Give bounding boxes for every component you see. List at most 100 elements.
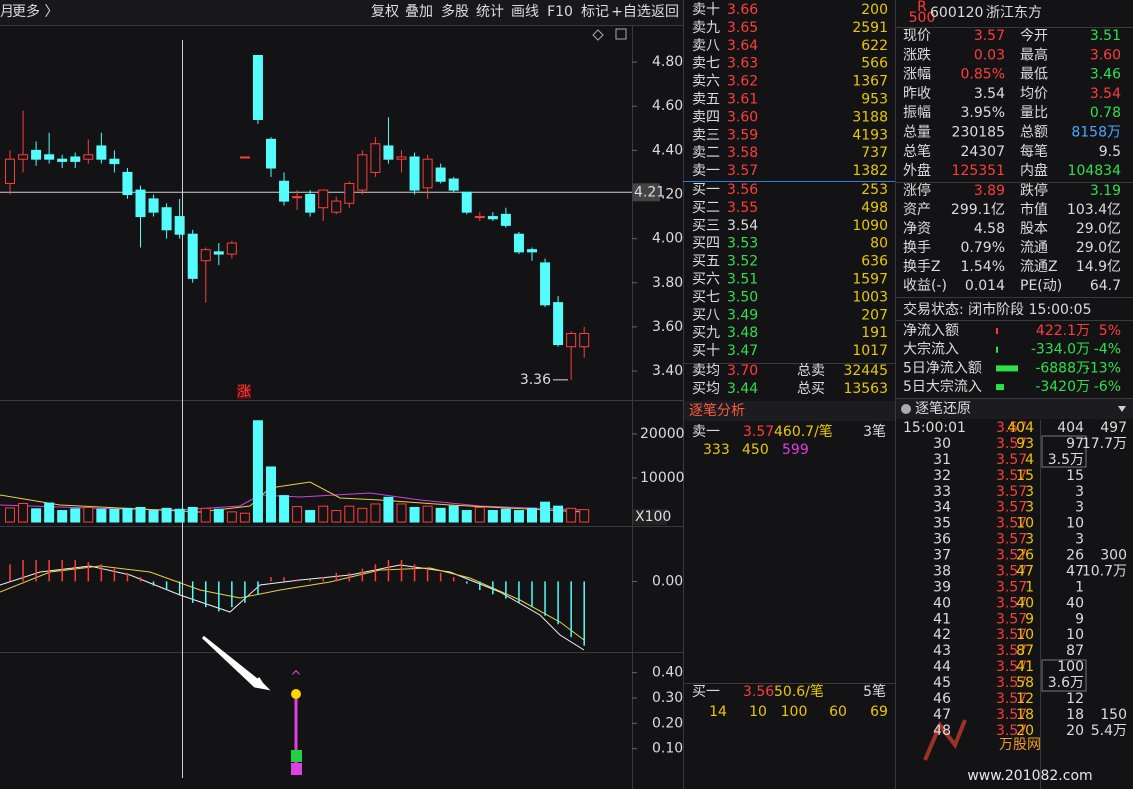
side-count: 5笔 (863, 684, 886, 700)
stat-value: 1.54% (961, 259, 1005, 275)
icon[interactable] (592, 29, 604, 41)
trade-group: 10 (1066, 516, 1084, 532)
trade-volume: 20 (1016, 723, 1034, 739)
trade-group: 3 (1075, 532, 1084, 548)
volume-bar (200, 507, 211, 523)
candle-body (396, 156, 407, 160)
order-size: 333 (703, 442, 730, 458)
level-price: 3.63 (727, 56, 758, 72)
flow-bar (996, 384, 1004, 391)
level-volume: 622 (861, 38, 888, 54)
trade-group: 15 (1066, 468, 1084, 484)
volume-bar (18, 503, 29, 523)
level-price: 3.60 (727, 109, 758, 125)
stat-label: 量比 (1020, 105, 1048, 121)
volume-bar (213, 508, 224, 523)
stat-label: 总量 (903, 125, 931, 141)
toolbar-button[interactable]: 多股 (441, 3, 469, 20)
volume-bar (318, 505, 329, 523)
level-name: 买五 (692, 254, 720, 270)
icon[interactable] (615, 28, 627, 40)
toolbar-button[interactable]: 叠加 (405, 4, 433, 20)
y-tick-label: 0.30 (652, 690, 683, 706)
level-name: 买八 (692, 307, 720, 323)
trade-volume: 87 (1016, 643, 1034, 659)
trade-volume: 4 (1025, 452, 1034, 468)
trade-price: 3.57 (996, 659, 1027, 675)
volume-bar (448, 505, 459, 523)
trade-volume: 26 (1016, 548, 1034, 564)
toolbar-button[interactable]: 返回 (651, 4, 679, 20)
trade-price: 3.57 (996, 500, 1027, 516)
trade-price: 3.57 (996, 675, 1027, 691)
candle-body (383, 145, 394, 160)
toolbar-button[interactable]: 画线 (511, 4, 539, 20)
order-size: 100 (781, 704, 808, 720)
candle-body (135, 189, 146, 218)
level-price: 3.66 (727, 2, 758, 18)
flow-pct: 5% (1099, 323, 1121, 339)
trade-group: 404 (1057, 420, 1084, 436)
volume-bar (579, 509, 590, 523)
toolbar-button[interactable]: +自选 (611, 4, 651, 20)
volume-bar (461, 510, 472, 523)
trade-time: 32 (933, 468, 951, 484)
volume-bar (487, 510, 498, 523)
trade-time: 34 (933, 500, 951, 516)
summary-label: 总卖 (797, 363, 825, 379)
volume-bar (5, 507, 15, 523)
summary-label: 总买 (797, 381, 825, 397)
trade-group-box (1041, 659, 1087, 692)
candle-body (487, 216, 498, 220)
volume-bar (357, 507, 368, 523)
trade-volume: 18 (1016, 707, 1034, 723)
stat-label: 最低 (1020, 67, 1048, 83)
toolbar-button[interactable]: F10 (547, 4, 573, 20)
volume-bar (527, 507, 537, 523)
candle-body (122, 171, 133, 195)
level-name: 卖一 (692, 163, 720, 179)
stat-label: 涨停 (903, 182, 931, 199)
level-price: 3.59 (727, 127, 758, 143)
watermark-url: www.201082.com (967, 768, 1092, 784)
level-volume: 80 (870, 236, 888, 252)
trade-group: 1 (1075, 579, 1084, 595)
trade-price: 3.57 (996, 420, 1027, 436)
toolbar-button[interactable]: 复权 (371, 3, 399, 20)
stat-value: 125351 (952, 163, 1005, 179)
level-name: 买十 (692, 343, 720, 359)
stat-value: 0.03 (974, 47, 1005, 63)
menu-icon[interactable] (1118, 406, 1126, 412)
level-name: 买九 (692, 325, 720, 341)
stat-label: 净资 (903, 221, 931, 237)
trade-time: 31 (933, 452, 951, 468)
candle-body (109, 158, 120, 165)
stat-label: 内盘 (1020, 162, 1048, 179)
candle-body (5, 158, 15, 184)
trade-volume: 10 (1016, 516, 1034, 532)
volume-bar (187, 506, 198, 523)
limit-tag-bg (237, 385, 251, 399)
side-price: 3.57 (743, 424, 774, 440)
volume-bar (239, 512, 250, 523)
toolbar-button[interactable]: 标记 (581, 4, 609, 20)
candle-body (252, 54, 263, 120)
dea-line (0, 565, 585, 641)
stat-value: 8158万 (1071, 125, 1121, 141)
collapse-icon[interactable] (901, 404, 911, 414)
candle-body (266, 138, 276, 169)
level-volume: 191 (861, 325, 888, 341)
level-volume: 1017 (852, 343, 888, 359)
volume-bar (226, 511, 237, 523)
volume-bar (370, 503, 381, 523)
level-volume: 498 (861, 200, 888, 216)
trade-volume: 3 (1025, 532, 1034, 548)
stat-label: 均价 (1020, 86, 1048, 102)
stat-label: 换手Z (903, 258, 941, 275)
toolbar-button[interactable]: 统计 (476, 4, 504, 20)
stat-label: 换手 (903, 239, 931, 256)
volume-bar (435, 507, 446, 523)
stat-value: 0.79% (961, 240, 1005, 256)
volume-bar (279, 495, 290, 523)
trade-volume: 3 (1025, 500, 1034, 516)
